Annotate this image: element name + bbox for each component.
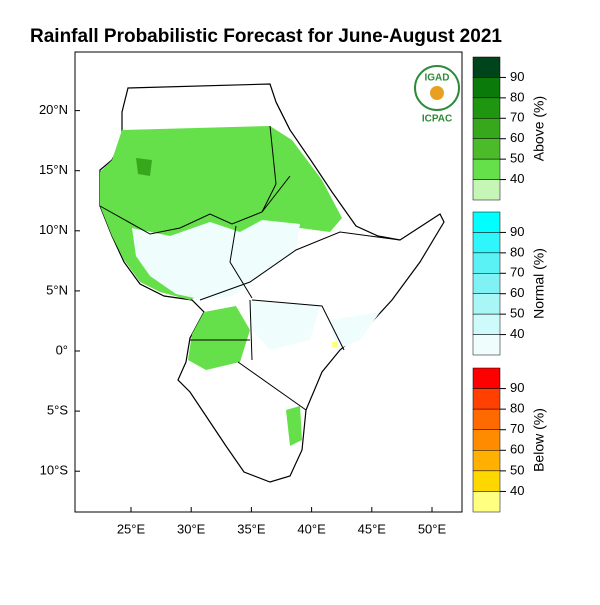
map-region: [99, 83, 445, 483]
legend-label: 50: [510, 306, 524, 321]
x-tick-label: 40°E: [297, 521, 326, 536]
legend-label: 90: [510, 69, 524, 84]
legend-label: 60: [510, 285, 524, 300]
legend-label: 80: [510, 401, 524, 416]
legend-label: 80: [510, 89, 524, 104]
legend-title: Below (%): [531, 408, 547, 472]
legend-swatch: [472, 429, 501, 451]
logo: IGAD ICPAC: [414, 65, 460, 125]
x-tick-label: 50°E: [418, 521, 447, 536]
legend-swatch: [472, 252, 501, 274]
legend-swatch: [472, 77, 501, 99]
legend-label: 40: [510, 171, 524, 186]
legend-swatch: [472, 118, 501, 139]
legend-label: 80: [510, 244, 524, 259]
legend-swatch: [472, 56, 501, 78]
legend-swatch: [472, 313, 501, 335]
legend-swatch: [472, 491, 501, 513]
legend-swatch: [472, 470, 501, 492]
legend-swatch: [472, 97, 501, 119]
legend-label: 70: [510, 110, 524, 125]
legend-label: 60: [510, 442, 524, 457]
legend-label: 90: [510, 380, 524, 395]
legend-label: 50: [510, 151, 524, 166]
y-tick-label: 0°: [56, 342, 68, 357]
y-tick-label: 15°N: [39, 162, 68, 177]
x-tick-label: 45°E: [358, 521, 387, 536]
legend-label: 60: [510, 130, 524, 145]
y-tick-label: 10°N: [39, 222, 68, 237]
legend-swatch: [472, 179, 501, 201]
legend-label: 40: [510, 326, 524, 341]
legend-title: Normal (%): [531, 248, 547, 319]
legend-swatch: [472, 367, 501, 389]
legend-swatch: [472, 232, 501, 254]
legend-swatch: [472, 138, 501, 160]
title: Rainfall Probabilistic Forecast for June…: [30, 26, 502, 47]
y-tick-label: 10°S: [40, 463, 69, 478]
legend-label: 90: [510, 224, 524, 239]
y-tick-label: 20°N: [39, 102, 68, 117]
legend-swatch: [472, 293, 501, 315]
x-tick-label: 35°E: [237, 521, 266, 536]
x-tick-label: 25°E: [117, 521, 146, 536]
legend-swatch: [472, 334, 501, 356]
legend-label: 70: [510, 421, 524, 436]
legend-swatch: [472, 388, 501, 410]
legend-swatch: [472, 158, 501, 180]
logo-org: ICPAC: [422, 114, 452, 125]
legend-swatch: [472, 450, 501, 472]
x-tick-label: 30°E: [177, 521, 206, 536]
legend-label: 70: [510, 265, 524, 280]
logo-name: IGAD: [425, 73, 450, 84]
legend-swatch: [472, 408, 501, 430]
legend-swatch: [472, 273, 501, 294]
legend-label: 40: [510, 483, 524, 498]
y-tick-label: 5°N: [46, 282, 68, 297]
legend-label: 50: [510, 462, 524, 477]
legend-title: Above (%): [531, 96, 547, 161]
legend-swatch: [472, 211, 501, 233]
y-tick-label: 5°S: [47, 403, 68, 418]
